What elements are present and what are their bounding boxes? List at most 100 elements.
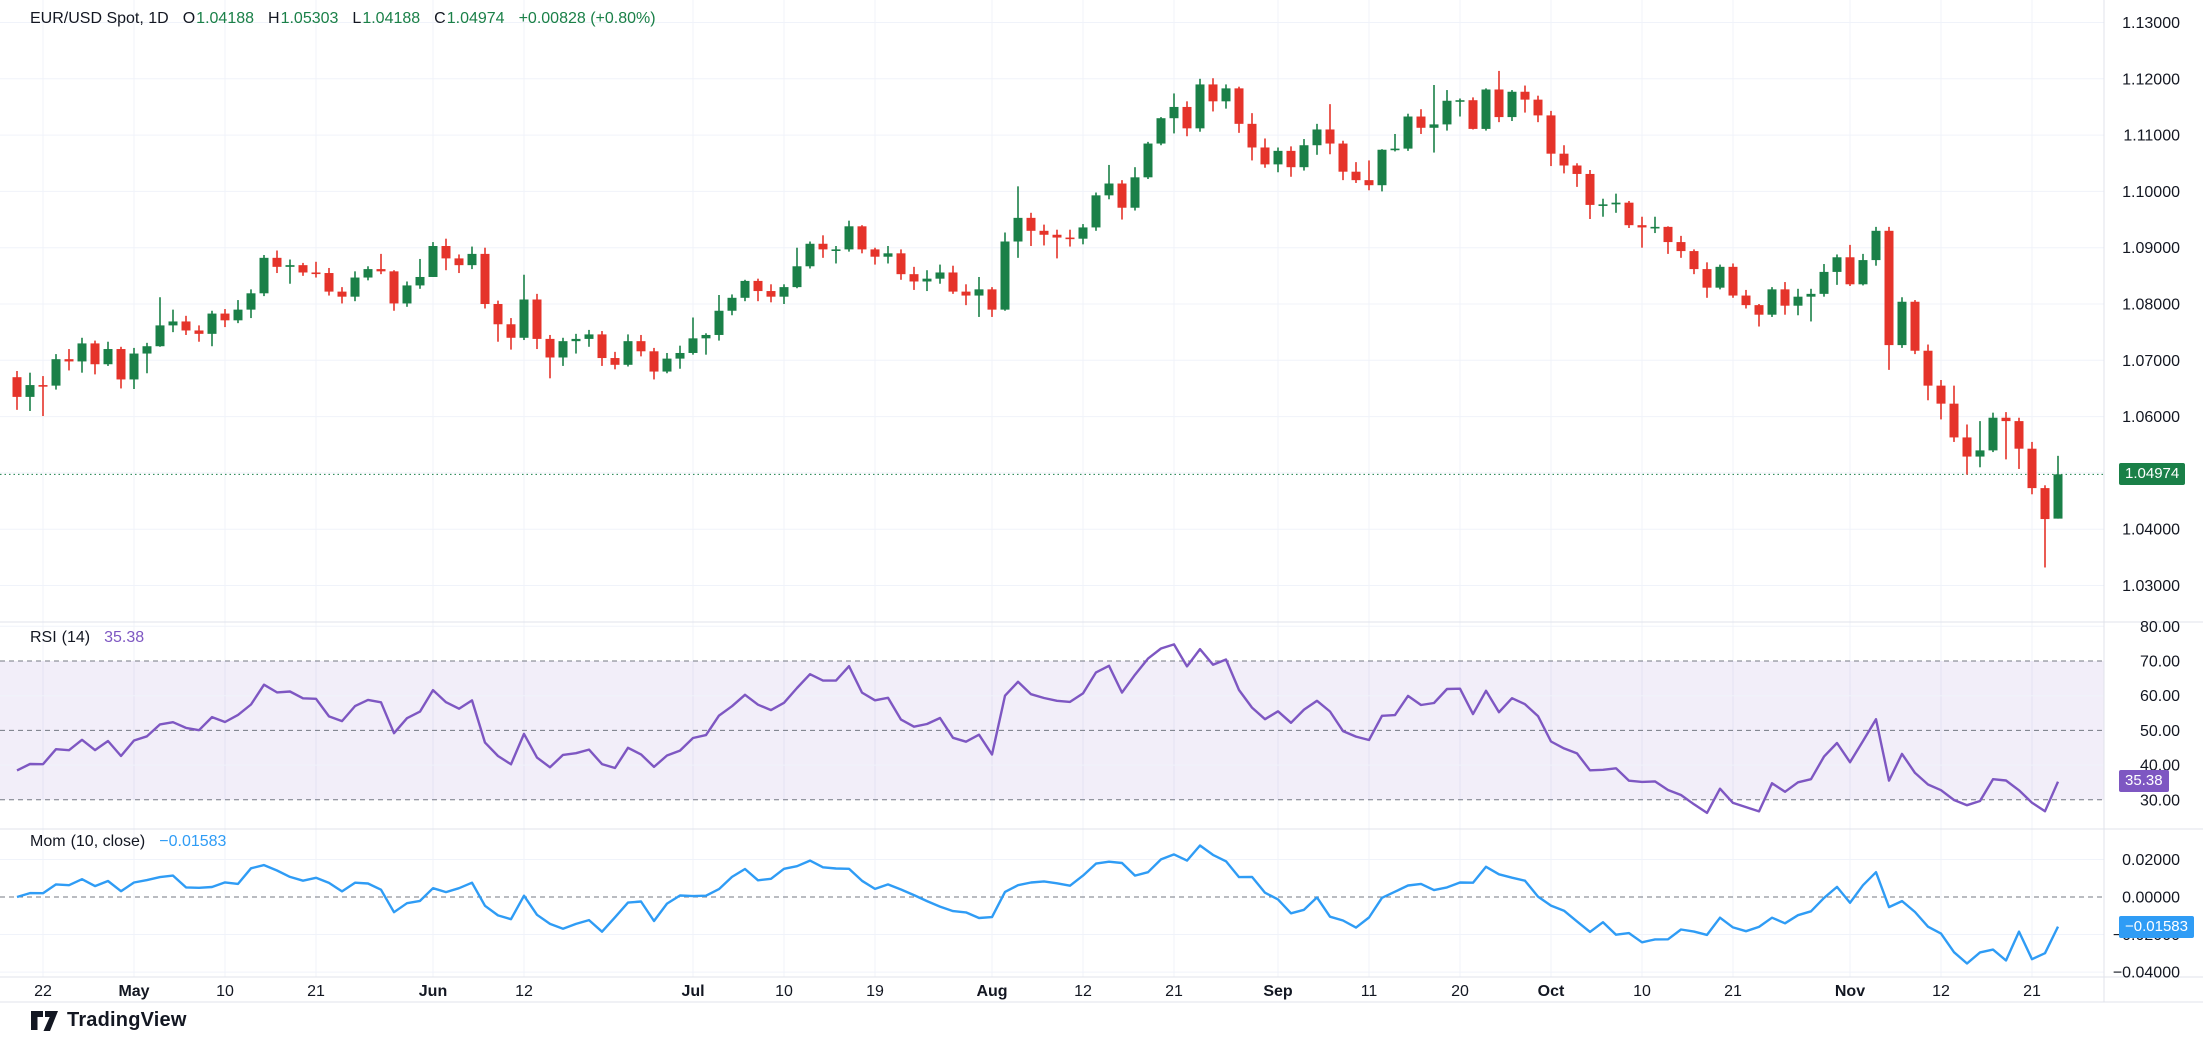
time-axis-label: 10 (1633, 983, 1651, 1000)
candle-body (1364, 180, 1374, 186)
candle-body (1377, 149, 1387, 186)
candle-body (1026, 217, 1036, 231)
ohlc-close-value: 1.04974 (446, 10, 505, 27)
candle-body (506, 324, 516, 338)
candle-body (415, 276, 425, 286)
candle-body (1325, 129, 1335, 144)
candle-body (454, 258, 464, 266)
tradingview-logo[interactable]: TradingView (30, 1009, 187, 1032)
candle-body (1741, 295, 1751, 306)
rsi-axis-label: 30.00 (2140, 792, 2180, 809)
candle-body (1819, 271, 1829, 294)
time-axis-label: 21 (1724, 983, 1742, 1000)
candle-body (1858, 260, 1868, 285)
candle-body (428, 246, 438, 277)
symbol-title: EUR/USD Spot, 1D (30, 10, 169, 27)
candle-body (857, 226, 867, 250)
symbol-legend: EUR/USD Spot, 1D O 1.04188 H 1.05303 L 1… (30, 10, 656, 28)
candle-body (116, 349, 126, 380)
rsi-value-badge: 35.38 (2119, 770, 2169, 792)
candle-body (1910, 301, 1920, 351)
candle-body (623, 341, 633, 365)
candle-body (1598, 204, 1608, 206)
price-axis-label: 1.08000 (2122, 297, 2180, 314)
candle-body (1650, 226, 1660, 229)
candle-body (844, 226, 854, 250)
candle-body (961, 291, 971, 296)
candle-body (1884, 230, 1894, 346)
mom-value-badge: −0.01583 (2119, 916, 2194, 938)
candle-body (1559, 153, 1569, 166)
candle-body (480, 253, 490, 304)
time-axis-label: 11 (1361, 983, 1378, 1000)
candle-body (1962, 437, 1972, 457)
candle-body (1754, 305, 1764, 315)
ohlc-high: H 1.05303 (268, 10, 338, 28)
candle-body (662, 358, 672, 372)
candle-body (1052, 234, 1062, 238)
candle-body (155, 325, 165, 347)
candle-body (1455, 100, 1465, 102)
candle-body (779, 287, 789, 297)
rsi-value: 35.38 (104, 629, 145, 646)
time-axis-label: 22 (34, 983, 52, 1000)
candle-body (1247, 123, 1257, 148)
mom-line (16, 844, 2060, 965)
candle-body (1208, 84, 1218, 102)
candle-body (1117, 183, 1127, 208)
candle-body (1975, 450, 1985, 457)
ohlc-low-value: 1.04188 (362, 10, 421, 27)
candle-body (25, 385, 35, 397)
candle-body (77, 343, 87, 362)
rsi-legend: RSI (14) 35.38 (30, 629, 144, 647)
candle-body (519, 299, 529, 338)
rsi-name: RSI (30, 629, 57, 646)
mom-name: Mom (30, 833, 66, 850)
candle-body (1780, 289, 1790, 306)
candle-body (90, 343, 100, 365)
candle-body (1936, 385, 1946, 404)
candle-body (610, 358, 620, 365)
time-axis-label: Jul (681, 983, 704, 1000)
candle-body (649, 351, 659, 372)
ohlc-low: L 1.04188 (352, 10, 420, 28)
candle-body (2027, 448, 2037, 489)
candle-body (1507, 91, 1517, 118)
candle-body (766, 291, 776, 297)
price-axis-label: 1.06000 (2122, 409, 2180, 426)
candle-body (1689, 251, 1699, 270)
candle-body (1897, 301, 1907, 346)
rsi-axis-label: 80.00 (2140, 619, 2180, 636)
ohlc-high-value: 1.05303 (280, 10, 339, 27)
candle-body (103, 349, 113, 365)
mom-params: (10, close) (70, 833, 146, 850)
candle-body (584, 334, 594, 339)
candle-body (2001, 417, 2011, 422)
ohlc-close: C 1.04974 (434, 10, 504, 28)
candle-body (272, 257, 282, 267)
tradingview-logo-text: TradingView (67, 1009, 187, 1031)
candle-body (1546, 115, 1556, 154)
candle-body (636, 341, 646, 352)
candle-body (1312, 129, 1322, 146)
mom-legend: Mom (10, close) −0.01583 (30, 833, 226, 851)
candle-body (181, 321, 191, 331)
rsi-band (0, 661, 2104, 800)
ohlc-open-label: O (182, 10, 196, 27)
candle-body (675, 352, 685, 359)
candle-body (1221, 88, 1231, 102)
candle-body (1091, 195, 1101, 228)
candle-body (441, 246, 451, 259)
candle-body (805, 243, 815, 267)
candle-body (792, 266, 802, 288)
candle-body (948, 272, 958, 292)
candle-body (168, 321, 178, 326)
candle-body (311, 272, 321, 275)
candle-body (350, 277, 360, 297)
candle-body (1195, 84, 1205, 129)
time-axis-label: 20 (1451, 983, 1469, 1000)
candle-body (714, 310, 724, 335)
price-axis-label: 1.03000 (2122, 578, 2180, 595)
candle-body (701, 334, 711, 339)
